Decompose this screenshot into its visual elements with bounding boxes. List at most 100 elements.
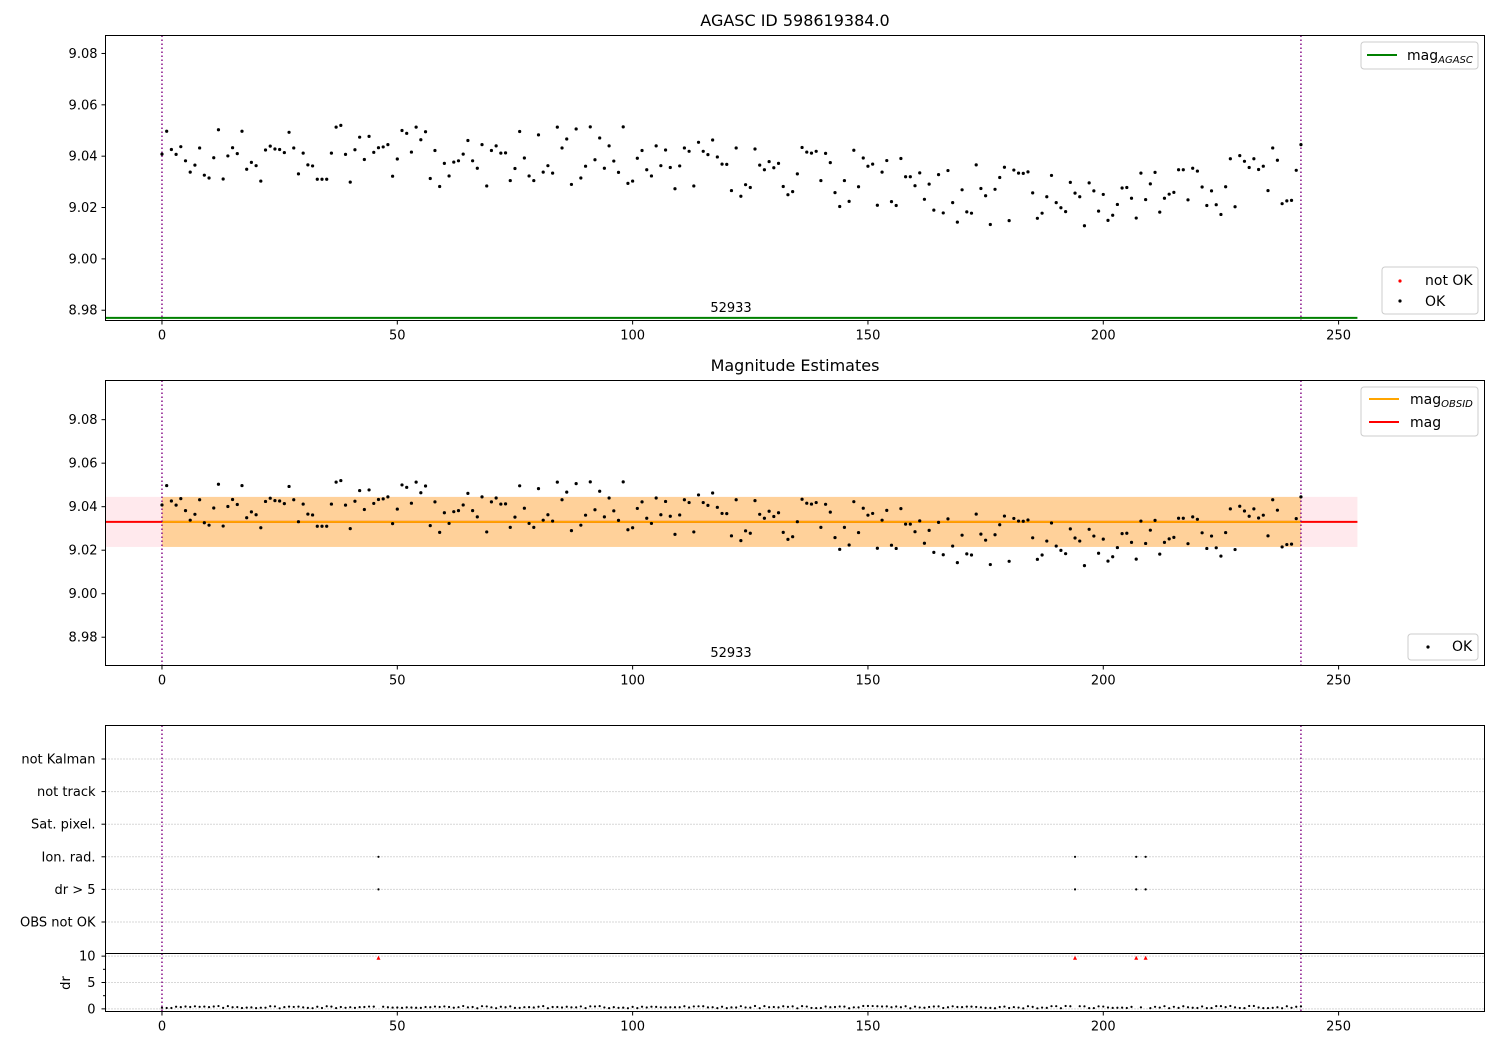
- data-point: [918, 171, 922, 175]
- dr-point: [772, 1005, 775, 1009]
- dr-point: [1158, 1006, 1161, 1009]
- data-point: [367, 488, 371, 492]
- data-point: [527, 521, 531, 526]
- data-point: [616, 518, 621, 522]
- data-point: [518, 484, 522, 488]
- dr-point: [904, 1005, 907, 1008]
- dr-point: [918, 1006, 921, 1009]
- data-point: [734, 146, 738, 150]
- dr-point: [753, 1004, 757, 1008]
- data-point: [216, 128, 221, 132]
- dr-point: [240, 1006, 244, 1010]
- data-point: [390, 174, 395, 178]
- dr-point: [843, 1005, 846, 1008]
- data-point: [1289, 542, 1294, 546]
- y-tick-label: 9.06: [69, 98, 98, 113]
- data-point: [1144, 541, 1148, 546]
- dr-point: [217, 1004, 220, 1008]
- data-point: [1224, 530, 1228, 535]
- data-point: [1186, 542, 1190, 546]
- dr-point: [1243, 1007, 1246, 1010]
- dr-point: [570, 1006, 573, 1009]
- x-tick-label: 250: [1326, 674, 1351, 689]
- y-tick-label: 9.00: [69, 587, 98, 602]
- legend-marker-ok: [1426, 645, 1430, 649]
- dr-point: [1022, 1007, 1025, 1010]
- dr-point: [899, 1006, 902, 1009]
- data-point: [692, 184, 696, 188]
- data-point: [861, 506, 865, 510]
- dr-point: [1008, 1006, 1011, 1010]
- data-point: [1120, 532, 1124, 536]
- dr-point: [297, 1005, 300, 1008]
- data-point: [1106, 559, 1110, 563]
- data-point: [268, 144, 272, 148]
- dr-point: [193, 1005, 197, 1008]
- dr-point: [424, 1005, 427, 1009]
- data-point: [1205, 203, 1209, 208]
- data-point: [814, 500, 818, 505]
- dr-point: [640, 1005, 644, 1008]
- data-point: [955, 560, 959, 565]
- data-point: [1247, 514, 1251, 518]
- data-point: [682, 146, 686, 150]
- data-point: [687, 500, 691, 505]
- dr-point: [824, 1005, 827, 1008]
- data-point: [405, 131, 409, 135]
- data-point: [988, 222, 992, 227]
- data-point: [358, 488, 362, 493]
- data-point: [1111, 213, 1115, 217]
- data-point: [998, 175, 1002, 180]
- data-point: [1172, 190, 1176, 194]
- dr-point: [716, 1006, 719, 1010]
- data-point: [513, 166, 517, 171]
- dr-point: [495, 1007, 498, 1010]
- data-point: [758, 512, 762, 516]
- data-point: [1219, 554, 1223, 558]
- data-point: [631, 179, 635, 183]
- data-point: [1176, 516, 1181, 520]
- data-point: [621, 480, 625, 484]
- dr-point: [758, 1007, 761, 1010]
- data-point: [480, 143, 484, 147]
- data-point: [221, 524, 225, 528]
- data-point: [494, 144, 498, 148]
- data-point: [376, 146, 381, 150]
- dr-point: [607, 1006, 611, 1010]
- data-point: [936, 173, 941, 177]
- dr-point: [871, 1004, 874, 1008]
- data-point: [508, 178, 512, 183]
- dr-point: [226, 1005, 229, 1008]
- data-point: [1101, 537, 1105, 541]
- data-point: [207, 176, 211, 180]
- data-point: [725, 162, 729, 166]
- data-point: [527, 174, 531, 178]
- data-point: [649, 521, 654, 526]
- data-point: [649, 174, 654, 178]
- data-point: [1228, 507, 1232, 511]
- dr-point: [744, 1006, 747, 1009]
- dr-point: [984, 1006, 987, 1009]
- dr-point: [932, 1005, 935, 1008]
- data-point: [362, 157, 366, 162]
- legend-label-not-ok: not OK: [1425, 273, 1473, 289]
- data-point: [188, 170, 192, 174]
- dr-point: [1116, 1006, 1119, 1009]
- data-point: [583, 513, 588, 517]
- data-point: [471, 159, 475, 163]
- dr-point: [207, 1006, 211, 1009]
- data-point: [833, 191, 837, 195]
- dr-point: [1083, 1005, 1086, 1008]
- data-point: [259, 526, 263, 530]
- data-point: [499, 502, 503, 506]
- dr-point: [1102, 1005, 1105, 1008]
- data-point: [461, 152, 465, 156]
- dr-point: [485, 1005, 488, 1008]
- dr-point: [688, 1006, 691, 1009]
- flag-row-label: dr > 5: [54, 883, 95, 898]
- dr-point: [518, 1006, 521, 1009]
- data-point: [936, 520, 941, 524]
- data-point: [838, 204, 842, 209]
- data-point: [1059, 206, 1063, 210]
- dr-point: [1153, 1005, 1157, 1008]
